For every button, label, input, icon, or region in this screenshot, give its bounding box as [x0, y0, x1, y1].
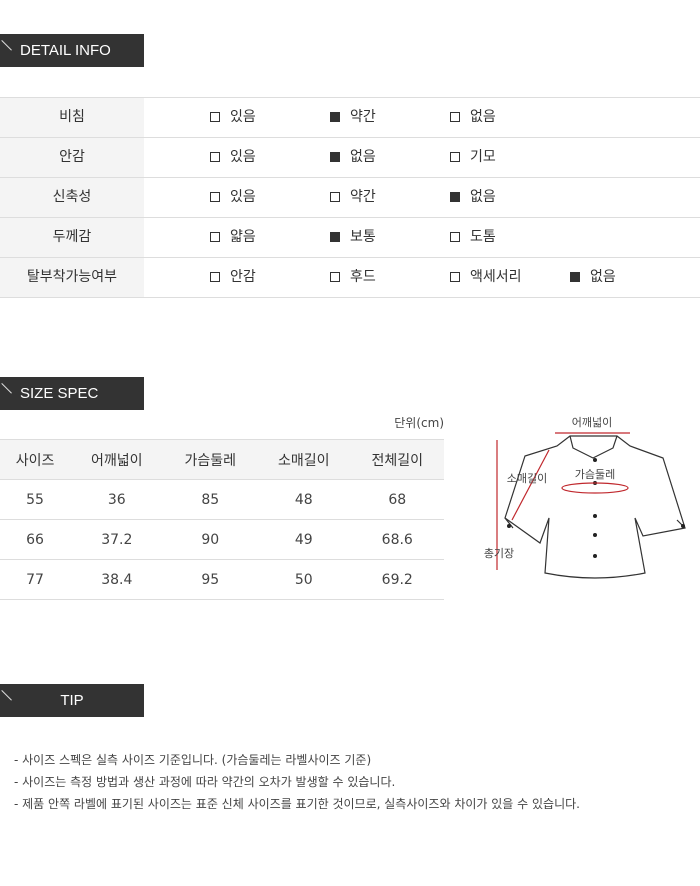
size-cell: 55 [0, 479, 71, 520]
detail-option: 있음 [210, 138, 256, 177]
tip-line: - 사이즈 스펙은 실측 사이즈 기준입니다. (가슴둘레는 라벨사이즈 기준) [14, 753, 372, 767]
size-cell: 95 [163, 559, 258, 600]
option-label: 약간 [350, 189, 376, 205]
sleeve-label: 소매길이 [507, 472, 547, 485]
detail-option: 도톰 [450, 218, 496, 257]
detail-option: 얇음 [210, 218, 256, 257]
option-label: 기모 [470, 149, 496, 165]
unchecked-box-icon [210, 192, 220, 202]
shoulder-label: 어깨넓이 [572, 416, 612, 429]
detail-option: 없음 [450, 178, 496, 217]
option-label: 안감 [230, 269, 256, 285]
unchecked-box-icon [210, 112, 220, 122]
unchecked-box-icon [450, 232, 460, 242]
table-row: 66 37.2 90 49 68.6 [0, 519, 444, 560]
size-spec-table: 사이즈 어깨넓이 가슴둘레 소매길이 전체길이 55 36 85 48 68 66 37.2 90 49 6… [0, 439, 444, 600]
detail-option: 없음 [570, 258, 616, 297]
option-label: 약간 [350, 109, 376, 125]
checked-box-icon [330, 112, 340, 122]
option-label: 얇음 [230, 229, 256, 245]
size-column-header: 소매길이 [257, 439, 351, 480]
detail-option: 있음 [210, 178, 256, 217]
detail-option: 약간 [330, 178, 376, 217]
shirt-diagram: 어깨넓이 소매길이 가슴둘레 총기장 [484, 416, 686, 579]
option-label: 있음 [230, 189, 256, 205]
size-cell: 37.2 [70, 519, 164, 560]
detail-option: 안감 [210, 258, 256, 297]
table-row: 55 36 85 48 68 [0, 479, 444, 520]
size-cell: 90 [163, 519, 258, 560]
unchecked-box-icon [450, 112, 460, 122]
size-column-header: 사이즈 [0, 439, 71, 480]
size-cell: 69.2 [350, 559, 444, 600]
option-label: 없음 [350, 149, 376, 165]
detail-info-table: 비침 있음 약간 없음 안감 있음 없음 기모 신축성 있음 약간 없음 두께감 얇음 보통 도톰 탈부착가능여… [0, 97, 700, 298]
option-label: 없음 [590, 269, 616, 285]
unchecked-box-icon [210, 152, 220, 162]
size-cell: 36 [70, 479, 164, 520]
size-cell: 48 [257, 479, 351, 520]
option-label: 없음 [470, 109, 496, 125]
tip-line: - 사이즈는 측정 방법과 생산 과정에 따라 약간의 오차가 발생할 수 있습… [14, 775, 396, 789]
length-label: 총기장 [484, 547, 514, 560]
detail-row: 탈부착가능여부 안감 후드 액세서리 없음 [0, 258, 700, 298]
detail-option: 후드 [330, 258, 376, 297]
tip-line: - 제품 안쪽 라벨에 표기된 사이즈는 표준 신체 사이즈를 표기한 것이므로… [14, 797, 580, 811]
unchecked-box-icon [330, 272, 340, 282]
detail-row-label: 탈부착가능여부 [0, 258, 144, 297]
detail-row: 두께감 얇음 보통 도톰 [0, 218, 700, 258]
tip-list: - 사이즈 스펙은 실측 사이즈 기준입니다. (가슴둘레는 라벨사이즈 기준)… [14, 749, 580, 815]
size-spec-header: SIZE SPEC [0, 377, 144, 410]
detail-info-header: DETAIL INFO [0, 34, 144, 67]
detail-row: 신축성 있음 약간 없음 [0, 178, 700, 218]
detail-option: 기모 [450, 138, 496, 177]
size-cell: 68 [350, 479, 444, 520]
size-cell: 49 [257, 519, 351, 560]
option-label: 도톰 [470, 229, 496, 245]
detail-row: 안감 있음 없음 기모 [0, 138, 700, 178]
unchecked-box-icon [450, 152, 460, 162]
unchecked-box-icon [450, 272, 460, 282]
table-row: 77 38.4 95 50 69.2 [0, 559, 444, 600]
size-cell: 50 [257, 559, 351, 600]
option-label: 있음 [230, 149, 256, 165]
detail-row-label: 안감 [0, 138, 144, 177]
detail-option: 없음 [450, 98, 496, 137]
chest-label: 가슴둘레 [575, 468, 615, 481]
detail-row-label: 두께감 [0, 218, 144, 257]
size-column-header: 가슴둘레 [163, 439, 258, 480]
unchecked-box-icon [330, 192, 340, 202]
checked-box-icon [330, 232, 340, 242]
option-label: 보통 [350, 229, 376, 245]
option-label: 없음 [470, 189, 496, 205]
size-column-header: 전체길이 [350, 439, 444, 480]
option-label: 액세서리 [470, 269, 522, 285]
size-cell: 66 [0, 519, 71, 560]
checked-box-icon [570, 272, 580, 282]
checked-box-icon [450, 192, 460, 202]
option-label: 후드 [350, 269, 376, 285]
detail-row: 비침 있음 약간 없음 [0, 98, 700, 138]
option-label: 있음 [230, 109, 256, 125]
unit-label: 단위(cm) [394, 416, 444, 430]
detail-option: 있음 [210, 98, 256, 137]
tip-header: TIP [0, 684, 144, 717]
size-cell: 38.4 [70, 559, 164, 600]
detail-row-label: 신축성 [0, 178, 144, 217]
checked-box-icon [330, 152, 340, 162]
size-column-header: 어깨넓이 [70, 439, 164, 480]
detail-option: 액세서리 [450, 258, 522, 297]
size-cell: 77 [0, 559, 71, 600]
detail-option: 보통 [330, 218, 376, 257]
detail-option: 없음 [330, 138, 376, 177]
unchecked-box-icon [210, 272, 220, 282]
detail-row-label: 비침 [0, 98, 144, 137]
size-cell: 68.6 [350, 519, 444, 560]
unchecked-box-icon [210, 232, 220, 242]
detail-option: 약간 [330, 98, 376, 137]
size-cell: 85 [163, 479, 258, 520]
